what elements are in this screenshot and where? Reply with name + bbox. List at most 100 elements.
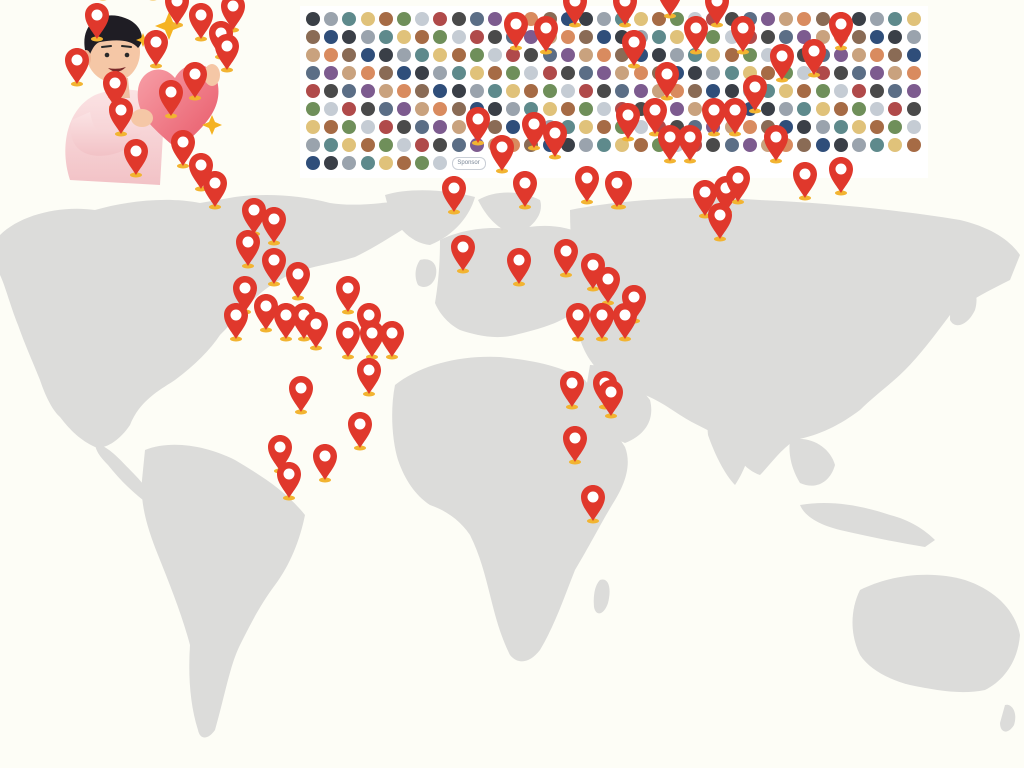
sponsor-avatar[interactable] <box>870 12 885 26</box>
sponsor-avatar[interactable] <box>415 12 430 26</box>
sponsor-avatar[interactable] <box>761 102 775 116</box>
sponsor-avatar[interactable] <box>651 12 666 26</box>
sponsor-avatar[interactable] <box>579 48 593 62</box>
sponsor-avatar[interactable] <box>651 66 666 80</box>
sponsor-avatar[interactable] <box>433 66 448 80</box>
sponsor-avatar[interactable] <box>324 12 339 26</box>
sponsor-avatar[interactable] <box>688 30 703 44</box>
sponsor-avatar[interactable] <box>852 30 866 44</box>
sponsor-avatar[interactable] <box>633 66 648 80</box>
sponsor-avatar[interactable] <box>852 84 866 98</box>
sponsor-avatar[interactable] <box>870 66 885 80</box>
sponsor-avatar[interactable] <box>397 48 411 62</box>
sponsor-avatar[interactable] <box>306 156 320 170</box>
sponsor-avatar[interactable] <box>633 138 648 152</box>
sponsor-avatar[interactable] <box>360 138 375 152</box>
sponsor-avatar[interactable] <box>306 66 320 80</box>
sponsor-avatar[interactable] <box>670 102 684 116</box>
sponsor-avatar[interactable] <box>615 138 630 152</box>
sponsor-avatar[interactable] <box>560 12 575 26</box>
sponsor-avatar[interactable] <box>397 12 411 26</box>
sponsor-avatar[interactable] <box>488 66 502 80</box>
sponsor-avatar[interactable] <box>524 120 539 134</box>
sponsor-avatar[interactable] <box>306 84 320 98</box>
sponsor-avatar[interactable] <box>906 30 921 44</box>
sponsor-avatar[interactable] <box>560 66 575 80</box>
sponsor-avatar[interactable] <box>870 30 885 44</box>
sponsor-avatar[interactable] <box>633 84 648 98</box>
sponsor-avatar[interactable] <box>797 120 812 134</box>
sponsor-avatar[interactable] <box>597 102 612 116</box>
sponsor-avatar[interactable] <box>433 84 448 98</box>
sponsor-avatar[interactable] <box>597 12 612 26</box>
sponsor-avatar[interactable] <box>888 138 903 152</box>
sponsor-avatar[interactable] <box>706 48 721 62</box>
sponsor-avatar[interactable] <box>469 30 484 44</box>
sponsor-avatar[interactable] <box>506 138 521 152</box>
sponsor-avatar[interactable] <box>324 120 339 134</box>
sponsor-avatar[interactable] <box>688 138 703 152</box>
sponsor-avatar[interactable] <box>742 138 757 152</box>
sponsor-avatar[interactable] <box>906 102 921 116</box>
sponsor-avatar[interactable] <box>888 30 903 44</box>
sponsor-avatar[interactable] <box>615 120 630 134</box>
sponsor-avatar[interactable] <box>779 102 794 116</box>
sponsor-avatar[interactable] <box>651 84 666 98</box>
sponsor-avatar[interactable] <box>797 30 812 44</box>
sponsor-avatar[interactable] <box>451 102 466 116</box>
sponsor-avatar[interactable] <box>415 30 430 44</box>
sponsor-avatar[interactable] <box>488 102 502 116</box>
sponsor-avatar[interactable] <box>397 30 411 44</box>
sponsor-avatar[interactable] <box>597 48 612 62</box>
sponsor-avatar[interactable] <box>906 120 921 134</box>
sponsor-avatar[interactable] <box>670 48 684 62</box>
sponsor-avatar[interactable] <box>779 120 794 134</box>
sponsor-avatar[interactable] <box>797 12 812 26</box>
sponsor-avatar[interactable] <box>378 102 393 116</box>
sponsor-avatar[interactable] <box>597 84 612 98</box>
sponsor-avatar[interactable] <box>761 66 775 80</box>
sponsor-avatar[interactable] <box>597 30 612 44</box>
sponsor-avatar[interactable] <box>852 12 866 26</box>
sponsor-avatar[interactable] <box>451 138 466 152</box>
sponsor-avatar[interactable] <box>560 138 575 152</box>
sponsor-avatar[interactable] <box>742 66 757 80</box>
sponsor-avatar[interactable] <box>415 156 430 170</box>
sponsor-avatar[interactable] <box>724 30 739 44</box>
sponsor-avatar[interactable] <box>742 30 757 44</box>
sponsor-avatar[interactable] <box>360 156 375 170</box>
sponsor-avatar[interactable] <box>324 156 339 170</box>
sponsor-avatar[interactable] <box>888 120 903 134</box>
sponsor-avatar[interactable] <box>378 30 393 44</box>
sponsor-avatar[interactable] <box>342 102 357 116</box>
sponsor-avatar[interactable] <box>415 66 430 80</box>
sponsor-avatar[interactable] <box>360 102 375 116</box>
sponsor-avatar[interactable] <box>706 120 721 134</box>
sponsor-avatar[interactable] <box>779 84 794 98</box>
sponsor-avatar[interactable] <box>870 102 885 116</box>
sponsor-avatar[interactable] <box>651 138 666 152</box>
sponsor-avatar[interactable] <box>469 138 484 152</box>
sponsor-avatar[interactable] <box>524 12 539 26</box>
sponsor-avatar[interactable] <box>724 12 739 26</box>
sponsor-avatar[interactable] <box>579 66 593 80</box>
sponsor-avatar[interactable] <box>378 120 393 134</box>
sponsor-avatar[interactable] <box>378 12 393 26</box>
sponsor-avatar[interactable] <box>397 138 411 152</box>
sponsor-avatar[interactable] <box>852 138 866 152</box>
sponsor-avatar[interactable] <box>469 66 484 80</box>
sponsor-avatar[interactable] <box>415 48 430 62</box>
sponsor-avatar[interactable] <box>506 48 521 62</box>
sponsor-avatar[interactable] <box>342 12 357 26</box>
sponsor-avatar[interactable] <box>306 12 320 26</box>
sponsor-avatar[interactable] <box>888 48 903 62</box>
sponsor-avatar[interactable] <box>433 120 448 134</box>
sponsor-avatar[interactable] <box>306 48 320 62</box>
sponsor-avatar[interactable] <box>324 48 339 62</box>
sponsor-avatar[interactable] <box>342 138 357 152</box>
sponsor-avatar[interactable] <box>378 84 393 98</box>
sponsor-avatar[interactable] <box>651 30 666 44</box>
sponsor-avatar[interactable] <box>742 84 757 98</box>
sponsor-avatar[interactable] <box>542 138 557 152</box>
sponsor-avatar[interactable] <box>688 102 703 116</box>
